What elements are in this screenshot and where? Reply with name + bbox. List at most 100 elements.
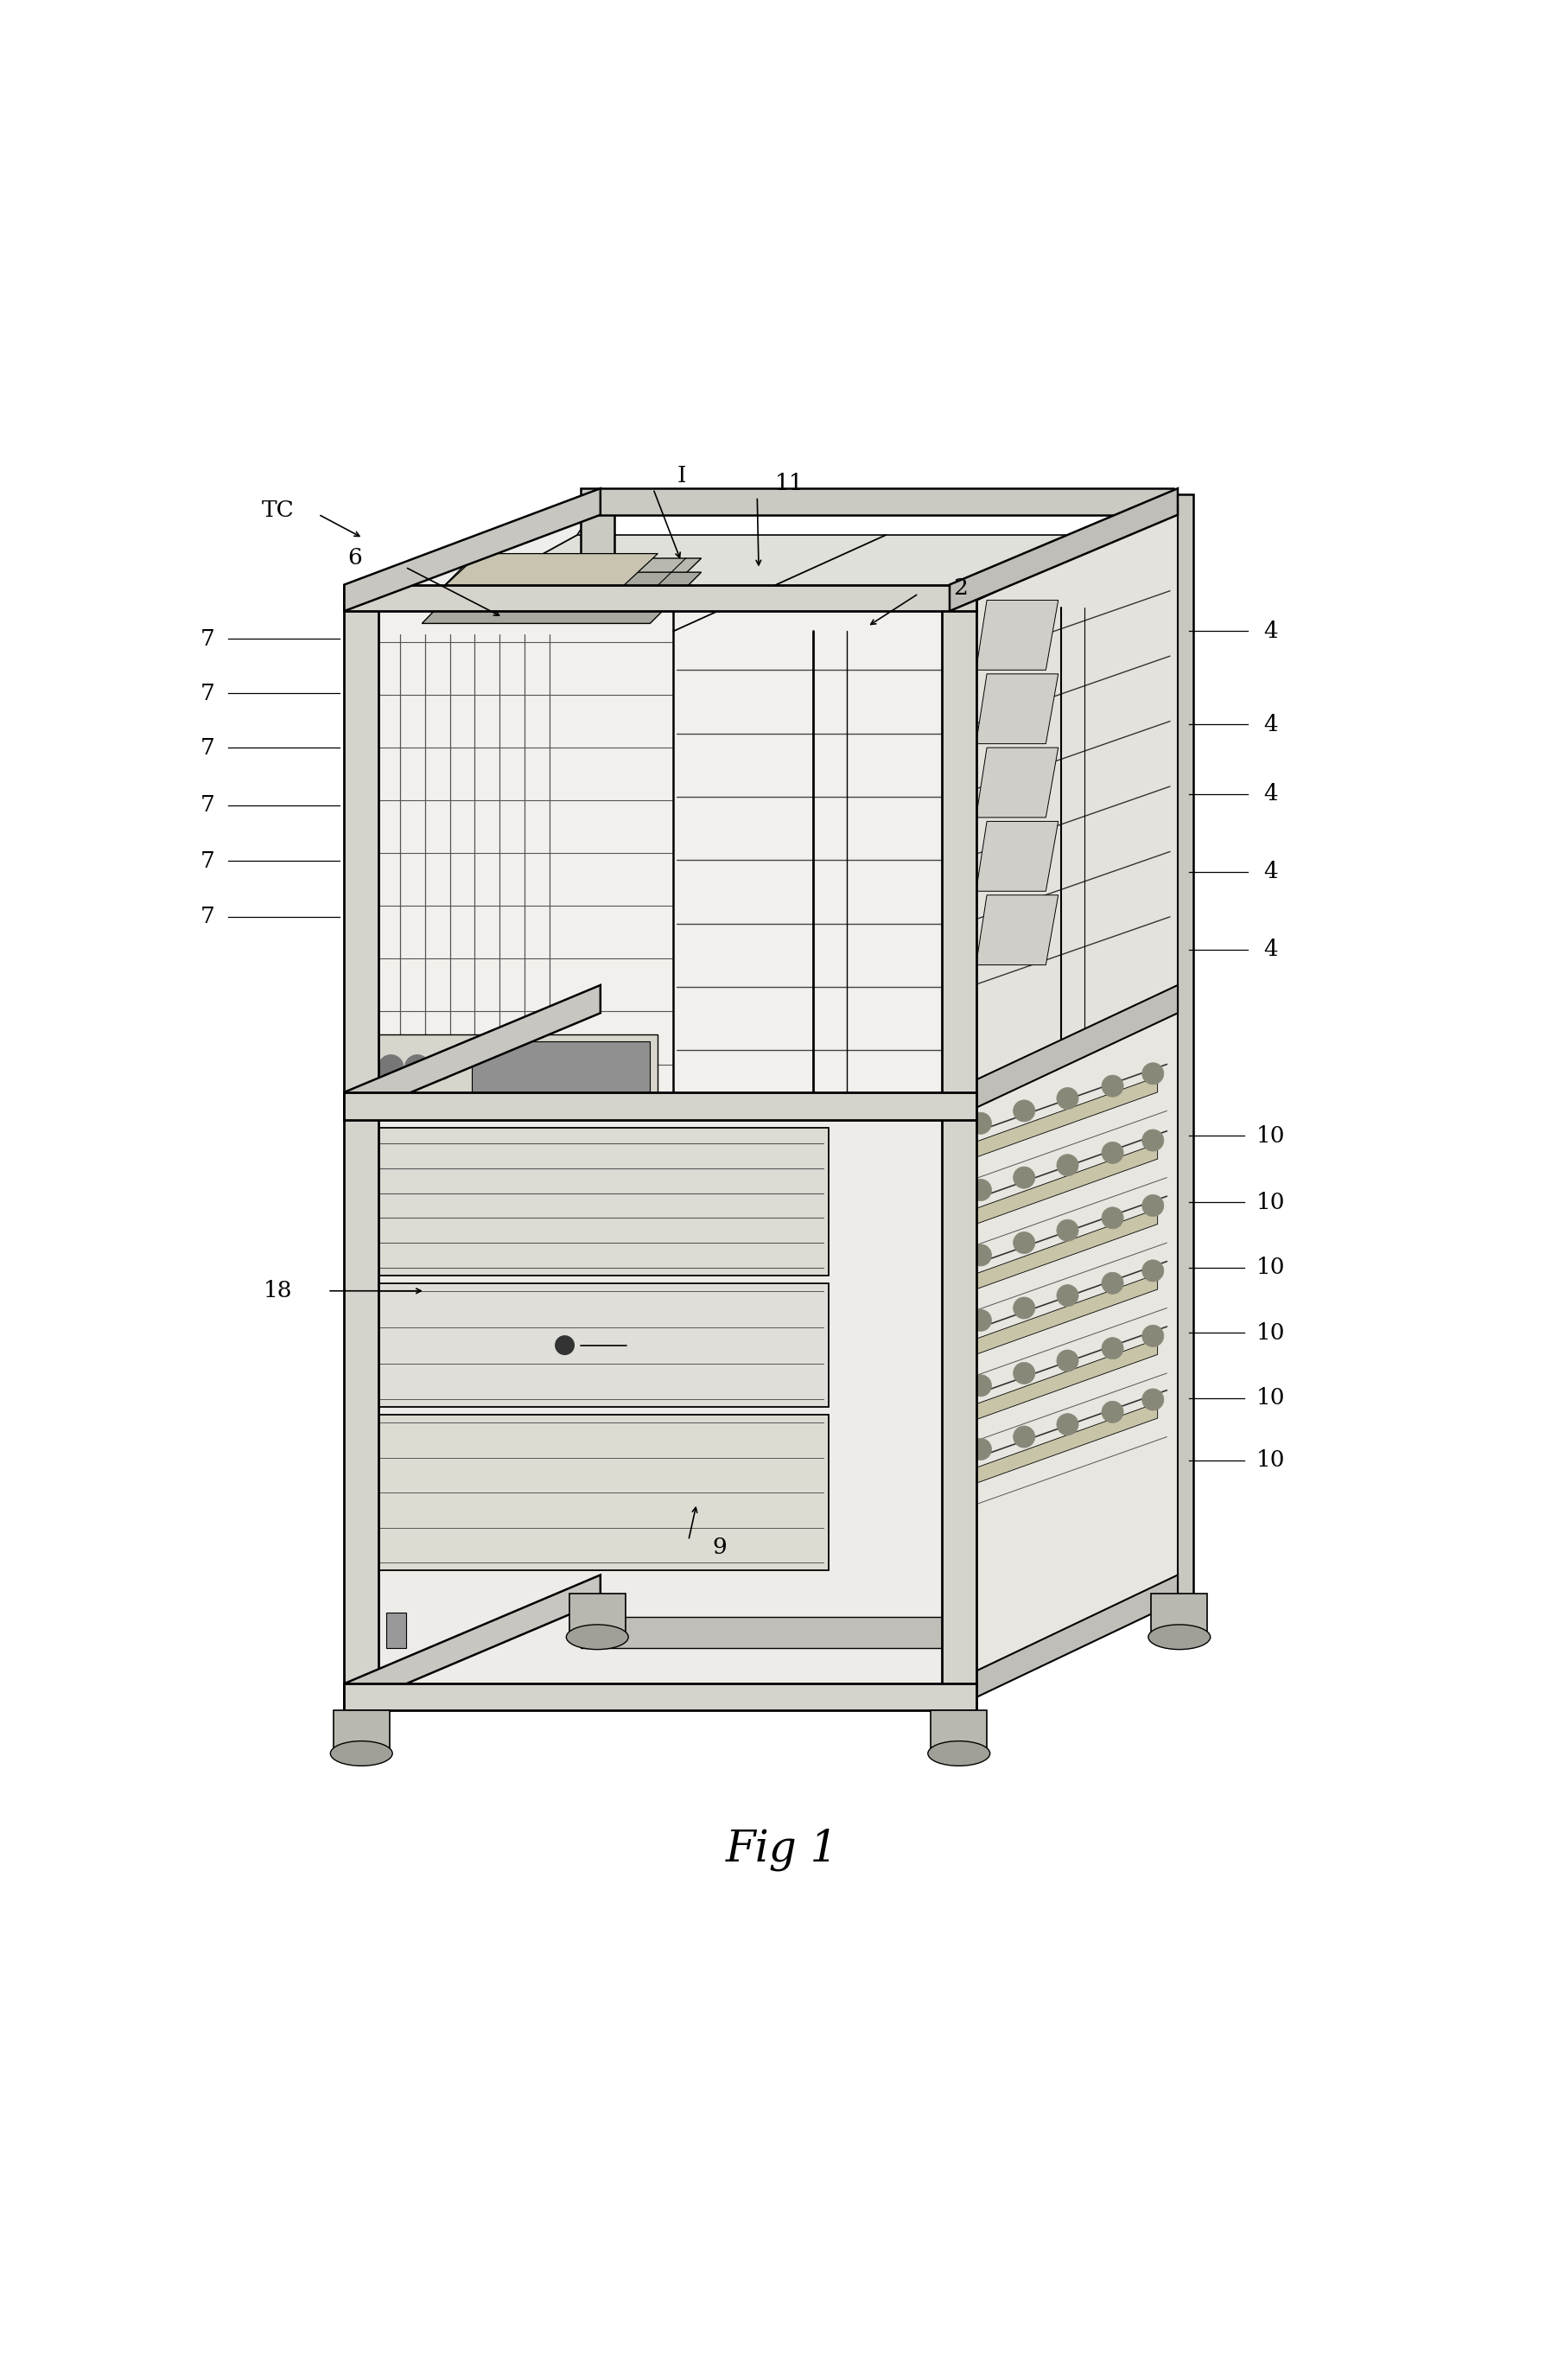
Polygon shape — [1151, 1595, 1207, 1633]
Text: 7: 7 — [200, 683, 216, 704]
Circle shape — [1057, 1088, 1079, 1109]
Circle shape — [970, 1438, 992, 1459]
Circle shape — [1142, 1195, 1164, 1216]
Polygon shape — [433, 555, 658, 597]
Circle shape — [1057, 1414, 1079, 1435]
Text: 11: 11 — [776, 474, 804, 495]
Circle shape — [1101, 1207, 1123, 1228]
Polygon shape — [1162, 495, 1193, 1602]
Circle shape — [555, 1335, 574, 1354]
Polygon shape — [355, 1004, 596, 1702]
Circle shape — [970, 1178, 992, 1202]
Polygon shape — [386, 1611, 407, 1647]
Text: 7: 7 — [200, 628, 216, 650]
Circle shape — [1101, 1273, 1123, 1295]
Circle shape — [1013, 1100, 1035, 1121]
Polygon shape — [344, 597, 378, 1709]
Text: 10: 10 — [1256, 1192, 1286, 1214]
Ellipse shape — [1148, 1626, 1211, 1649]
Polygon shape — [580, 500, 615, 1602]
Polygon shape — [960, 1004, 1178, 1702]
Circle shape — [1057, 1285, 1079, 1307]
Circle shape — [1013, 1297, 1035, 1319]
Circle shape — [1013, 1166, 1035, 1188]
Polygon shape — [366, 1283, 829, 1407]
Circle shape — [1142, 1064, 1164, 1085]
Text: 10: 10 — [1256, 1126, 1286, 1147]
Circle shape — [1013, 1361, 1035, 1385]
Polygon shape — [580, 1576, 1173, 1602]
Polygon shape — [344, 1683, 976, 1709]
Polygon shape — [580, 488, 1173, 514]
Circle shape — [378, 1054, 404, 1081]
Circle shape — [970, 1111, 992, 1135]
Polygon shape — [976, 895, 1059, 964]
Text: 10: 10 — [1256, 1388, 1286, 1409]
Polygon shape — [971, 1076, 1157, 1159]
Polygon shape — [344, 1092, 976, 1121]
Polygon shape — [344, 1576, 601, 1709]
Polygon shape — [355, 607, 960, 1111]
Polygon shape — [971, 1209, 1157, 1290]
Ellipse shape — [330, 1742, 393, 1766]
Text: 7: 7 — [200, 738, 216, 759]
Circle shape — [1057, 1219, 1079, 1242]
Polygon shape — [960, 507, 1178, 1111]
Circle shape — [1101, 1076, 1123, 1097]
Circle shape — [1101, 1402, 1123, 1423]
Polygon shape — [1135, 507, 1178, 1004]
Polygon shape — [949, 1576, 1178, 1709]
Polygon shape — [569, 1595, 626, 1633]
Polygon shape — [366, 1035, 658, 1100]
Circle shape — [970, 1376, 992, 1397]
Text: I: I — [677, 464, 685, 488]
Text: 7: 7 — [200, 850, 216, 871]
Ellipse shape — [566, 1626, 629, 1649]
Text: 7: 7 — [200, 795, 216, 816]
Text: 4: 4 — [1264, 621, 1278, 643]
Polygon shape — [971, 1273, 1157, 1357]
Text: 7: 7 — [200, 907, 216, 928]
Polygon shape — [580, 985, 1173, 1014]
Polygon shape — [949, 488, 1178, 612]
Polygon shape — [949, 985, 1178, 1121]
Circle shape — [405, 1054, 430, 1081]
Polygon shape — [366, 1416, 829, 1571]
Circle shape — [429, 1054, 454, 1081]
Text: 6: 6 — [347, 547, 363, 569]
Polygon shape — [971, 1142, 1157, 1226]
Circle shape — [1101, 1338, 1123, 1359]
Polygon shape — [402, 536, 1135, 631]
Text: 4: 4 — [1264, 862, 1278, 883]
Text: 4: 4 — [1264, 714, 1278, 735]
Polygon shape — [472, 1040, 651, 1095]
Polygon shape — [422, 559, 701, 607]
Polygon shape — [971, 1340, 1157, 1421]
Text: 10: 10 — [1256, 1321, 1286, 1345]
Circle shape — [1057, 1349, 1079, 1371]
Text: 10: 10 — [1256, 1257, 1286, 1278]
Circle shape — [970, 1245, 992, 1266]
Circle shape — [1142, 1388, 1164, 1411]
Text: 9: 9 — [713, 1535, 727, 1559]
Polygon shape — [344, 985, 601, 1121]
Polygon shape — [344, 585, 976, 612]
Polygon shape — [422, 571, 701, 624]
Polygon shape — [976, 747, 1059, 816]
Polygon shape — [580, 1616, 968, 1647]
Circle shape — [1142, 1130, 1164, 1152]
Circle shape — [1142, 1326, 1164, 1347]
Text: 4: 4 — [1264, 783, 1278, 804]
Text: 2: 2 — [952, 576, 968, 597]
Text: Fig 1: Fig 1 — [726, 1828, 838, 1871]
Text: 18: 18 — [263, 1280, 292, 1302]
Polygon shape — [971, 1402, 1157, 1485]
Text: 4: 4 — [1264, 938, 1278, 959]
Circle shape — [1057, 1154, 1079, 1176]
Polygon shape — [976, 674, 1059, 743]
Circle shape — [1101, 1142, 1123, 1164]
Polygon shape — [976, 821, 1059, 890]
Text: TC: TC — [261, 500, 294, 521]
Polygon shape — [976, 600, 1059, 671]
Ellipse shape — [927, 1742, 990, 1766]
